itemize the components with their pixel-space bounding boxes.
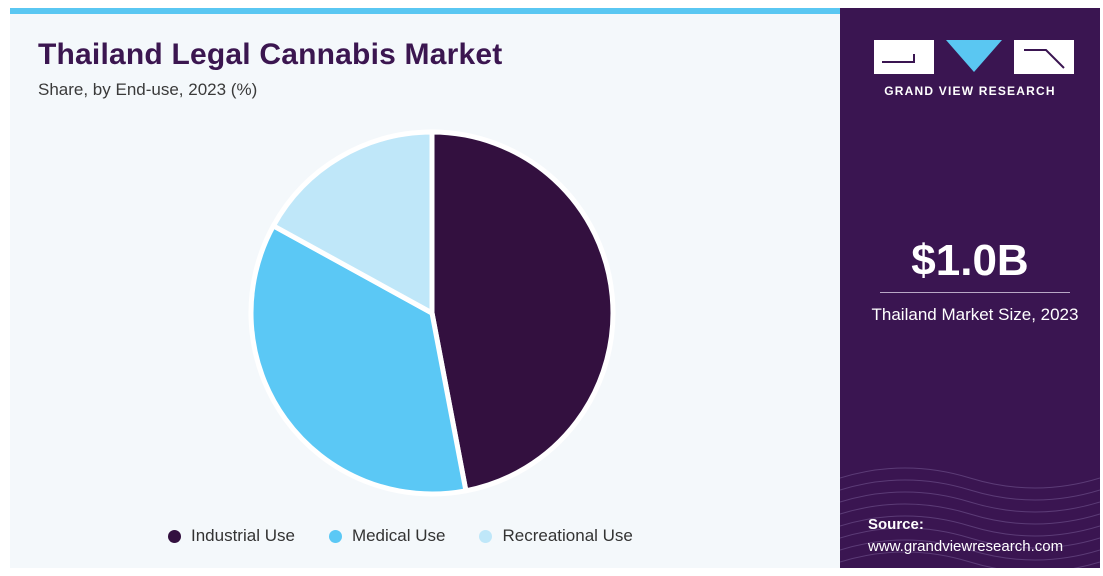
chart-title: Thailand Legal Cannabis Market (38, 38, 503, 71)
chart-subtitle: Share, by End-use, 2023 (%) (38, 80, 258, 99)
legend-item-recreational: Recreational Use (479, 526, 633, 546)
market-size-label: Thailand Market Size, 2023 (871, 305, 1079, 324)
wave-pattern (840, 467, 1100, 568)
legend-swatch (168, 529, 181, 543)
pie-chart (248, 129, 616, 497)
market-size-value: $1.0B (911, 236, 1029, 285)
legend-label: Medical Use (351, 526, 446, 545)
pie-slice-recreational (270, 129, 435, 316)
pie-slice-medical (248, 223, 469, 497)
legend-item-medical: Medical Use (328, 526, 446, 546)
legend-swatch (479, 529, 493, 543)
source-url: www.grandviewresearch.com (868, 538, 1064, 555)
legend-label: Recreational Use (502, 526, 633, 545)
accent-stripe (10, 8, 840, 14)
legend-swatch (328, 529, 342, 543)
pie-slice-industrial (429, 129, 616, 494)
legend-label: Industrial Use (191, 526, 295, 545)
chart-panel: Thailand Legal Cannabis Market Share, by… (10, 8, 840, 568)
chart-legend: Industrial Use Medical Use Recreational Us… (168, 526, 667, 546)
legend-item-industrial: Industrial Use (168, 526, 295, 546)
kpi-divider (880, 292, 1070, 293)
grand-view-research-logo-icon (874, 40, 1074, 74)
source-label: Source: (868, 516, 924, 533)
chart-card: Thailand Legal Cannabis Market Share, by… (10, 8, 1100, 568)
info-sidebar: GRAND VIEW RESEARCH $1.0B Thailand Marke… (840, 8, 1100, 568)
brand-name: GRAND VIEW RESEARCH (884, 84, 1056, 98)
